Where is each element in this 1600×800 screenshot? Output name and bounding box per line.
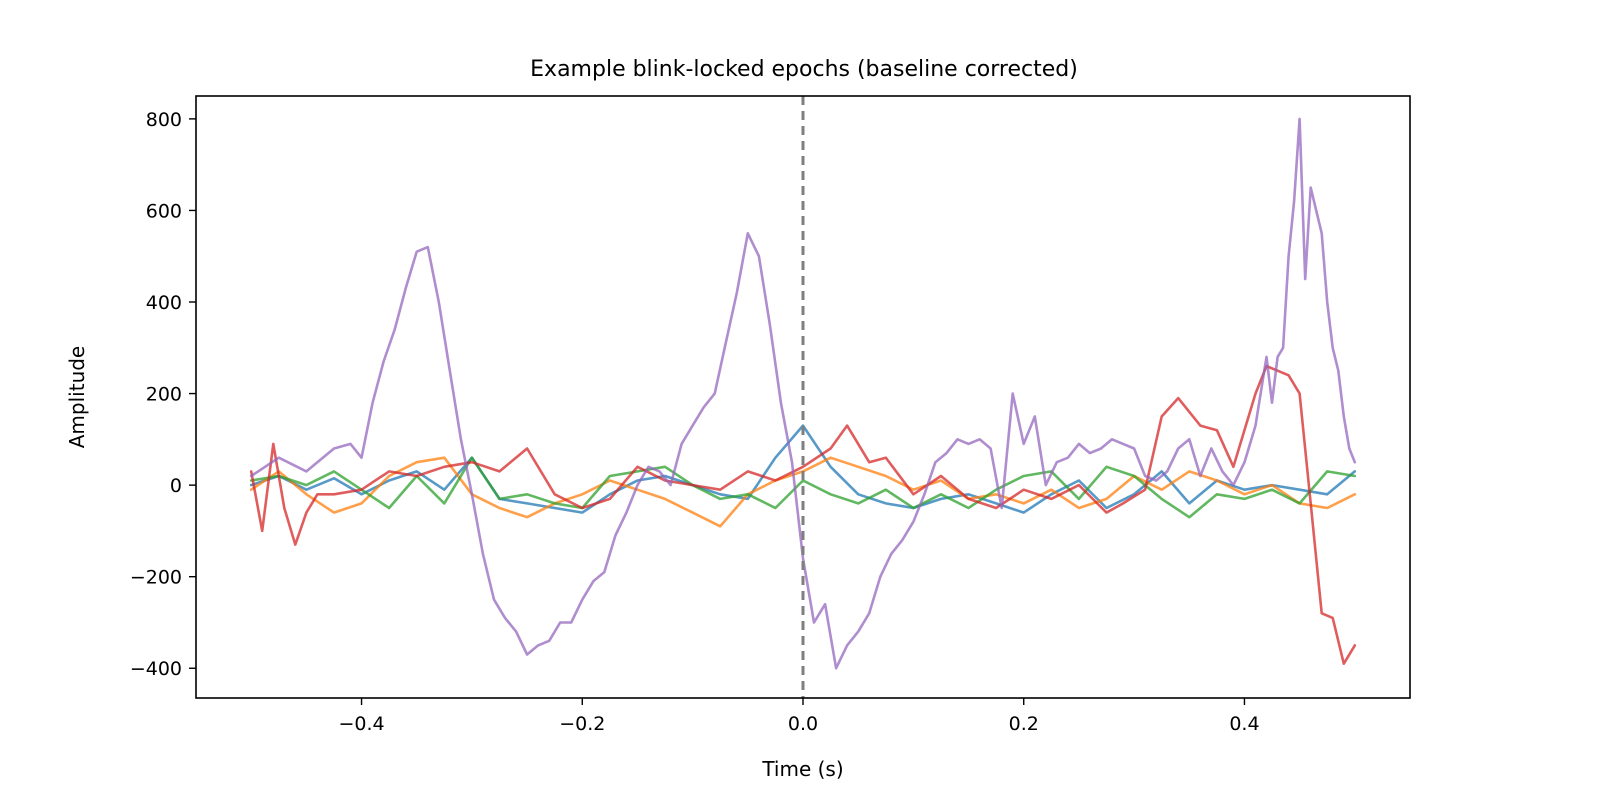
y-axis: −400 −200 0 200 400 600 800 xyxy=(130,109,196,680)
x-tick-label: 0.0 xyxy=(788,713,818,735)
y-tick-label: −400 xyxy=(130,658,182,680)
y-tick-label: 600 xyxy=(146,200,182,222)
x-tick-label: −0.4 xyxy=(338,713,384,735)
y-tick-label: 200 xyxy=(146,384,182,406)
x-tick-label: 0.4 xyxy=(1229,713,1259,735)
chart-title: Example blink-locked epochs (baseline co… xyxy=(530,57,1078,82)
y-axis-label: Amplitude xyxy=(65,346,89,449)
y-tick-label: 800 xyxy=(146,109,182,131)
y-tick-label: −200 xyxy=(130,567,182,589)
plot-area xyxy=(249,96,1357,698)
series-line-4 xyxy=(249,364,1357,665)
y-tick-label: 0 xyxy=(170,475,182,497)
y-tick-label: 400 xyxy=(146,292,182,314)
x-axis-label: Time (s) xyxy=(761,757,843,781)
series-line-3 xyxy=(249,456,1357,519)
x-axis: −0.4 −0.2 0.0 0.2 0.4 xyxy=(338,698,1260,735)
x-tick-label: 0.2 xyxy=(1009,713,1039,735)
series-line-5 xyxy=(249,117,1357,670)
x-tick-label: −0.2 xyxy=(559,713,605,735)
